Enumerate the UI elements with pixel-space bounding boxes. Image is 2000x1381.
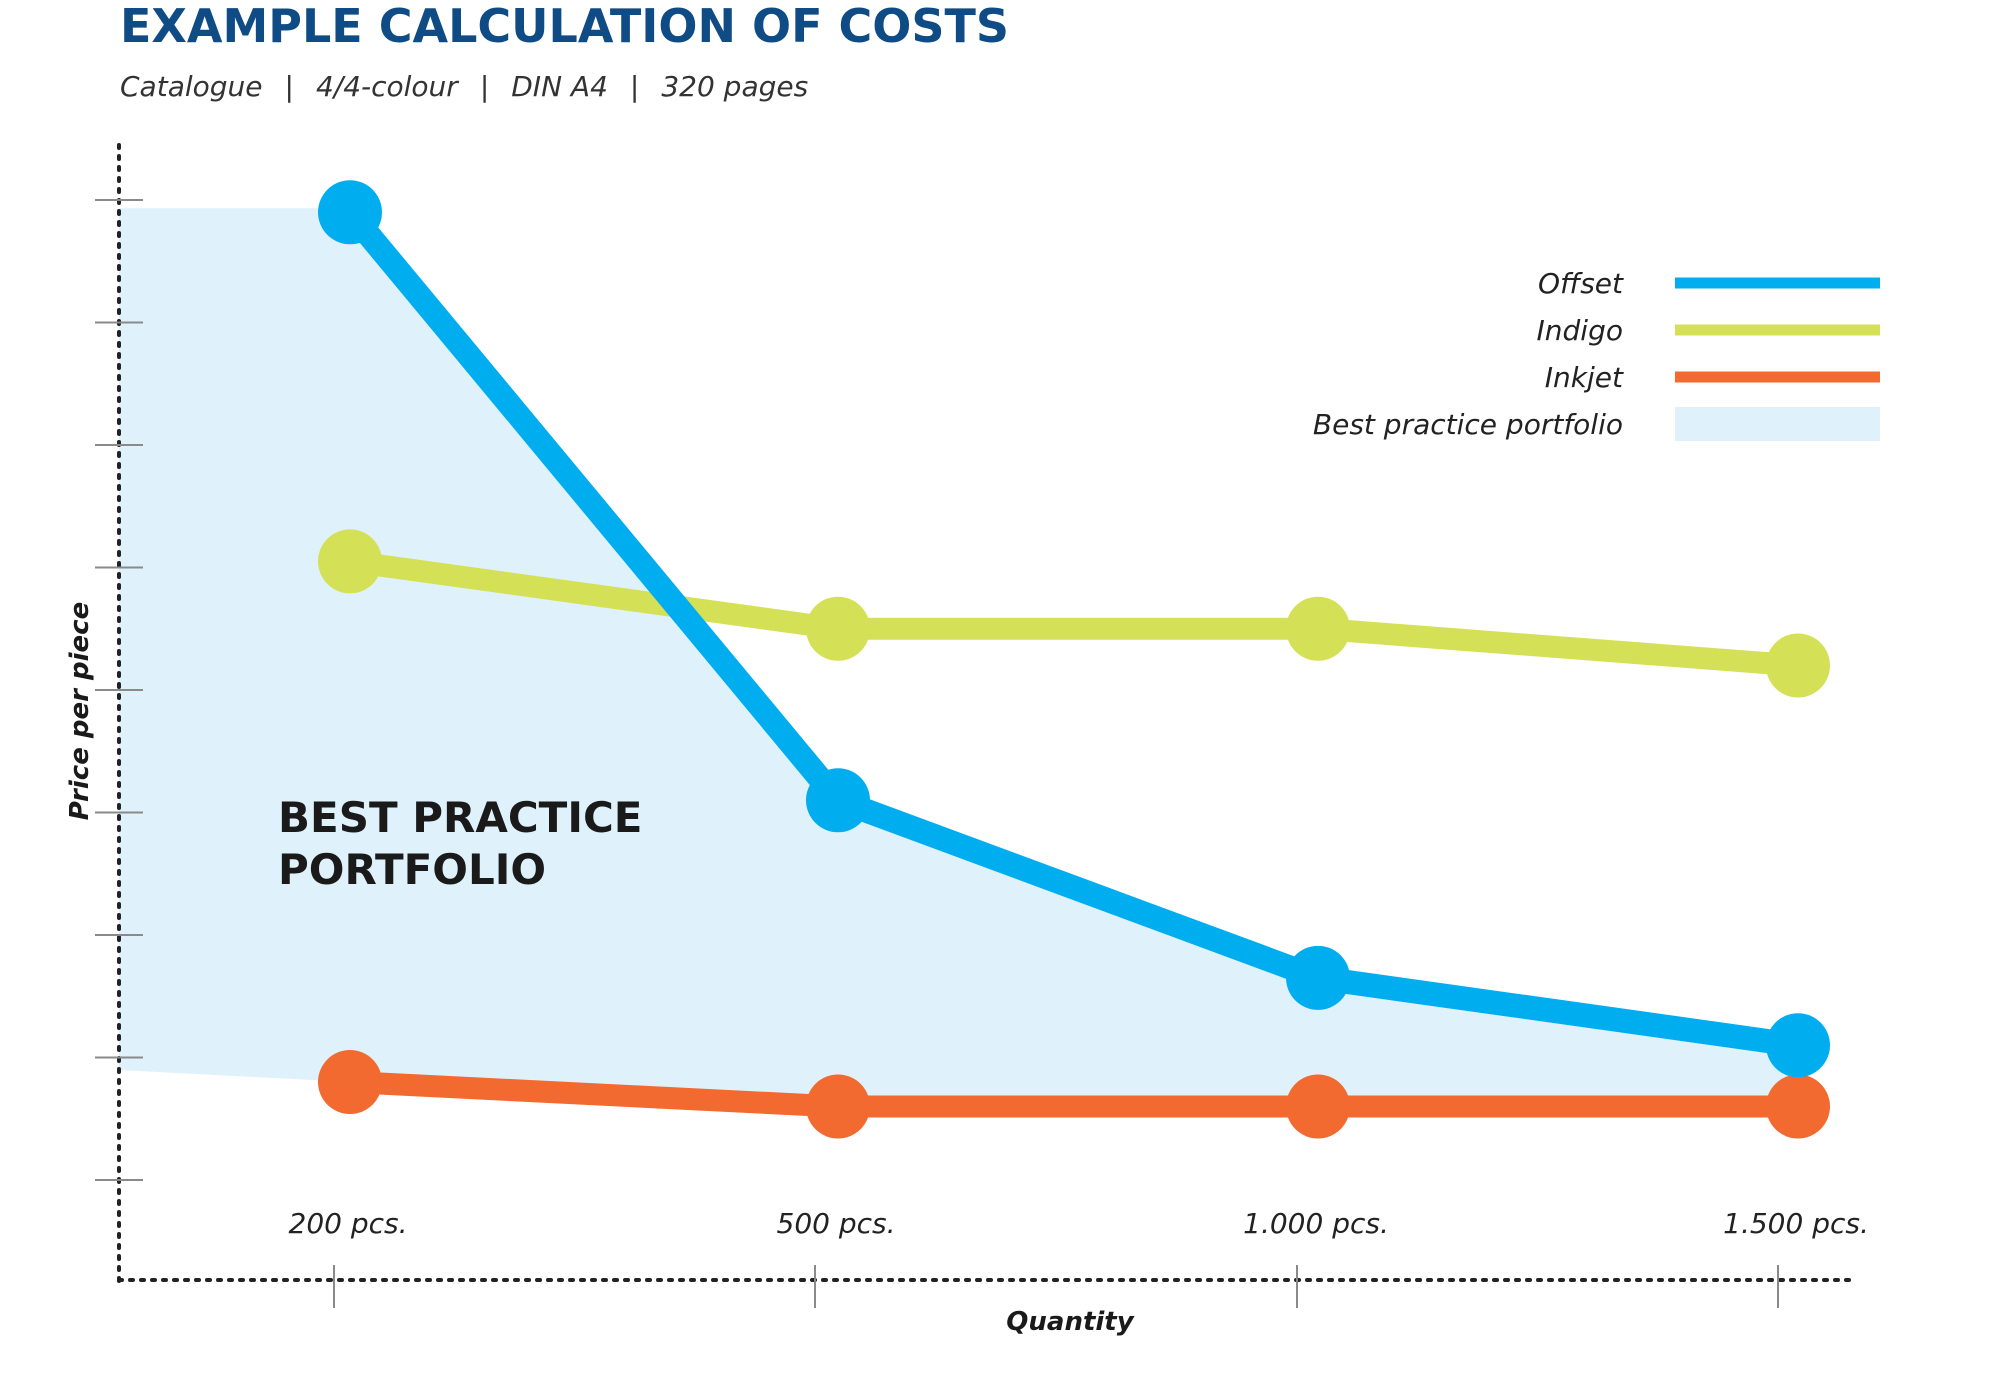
subtitle-part-colour: 4/4-colour [316, 70, 459, 103]
subtitle-separator: | [630, 70, 639, 103]
offset-point [1286, 945, 1350, 1010]
portfolio-area-label: BEST PRACTICE PORTFOLIO [278, 793, 657, 894]
inkjet-point [1766, 1074, 1830, 1139]
subtitle-part-type: Catalogue [120, 70, 263, 103]
indigo-point [318, 529, 382, 594]
x-axis-tick-labels: 200 pcs. 500 pcs. 1.000 pcs. 1.500 pcs. [289, 1207, 1869, 1240]
chart-subtitle: Catalogue | 4/4-colour | DIN A4 | 320 pages [120, 70, 808, 103]
subtitle-separator: | [285, 70, 294, 103]
y-axis-ticks [95, 199, 143, 1181]
series-layer [318, 180, 1830, 1139]
x-axis-ticks [333, 1265, 1779, 1308]
offset-point [1766, 1013, 1830, 1078]
legend-label: Inkjet [1545, 361, 1624, 394]
y-axis-label: Price per piece [65, 602, 95, 820]
inkjet-point [1286, 1074, 1350, 1139]
indigo-point [1286, 596, 1350, 661]
x-tick-label: 1.500 pcs. [1723, 1207, 1869, 1240]
x-tick-label: 1.000 pcs. [1243, 1207, 1389, 1240]
portfolio-area-label-line-2: PORTFOLIO [278, 845, 546, 894]
indigo-point [806, 596, 870, 661]
series-inkjet [318, 1050, 1830, 1139]
offset-point [318, 180, 382, 245]
indigo-point [1766, 633, 1830, 698]
legend-swatch [1675, 407, 1880, 441]
subtitle-separator: | [480, 70, 489, 103]
subtitle-part-pages: 320 pages [661, 70, 808, 103]
inkjet-line [339, 1071, 1809, 1118]
chart-title: EXAMPLE CALCULATION OF COSTS [120, 0, 1009, 53]
legend-label: Best practice portfolio [1313, 408, 1623, 441]
best-practice-portfolio-area [119, 208, 1798, 1107]
offset-line [338, 200, 1810, 1058]
inkjet-point [806, 1074, 870, 1139]
series-indigo [318, 529, 1830, 698]
offset-point [806, 768, 870, 833]
portfolio-area-label-line-1: BEST PRACTICE [278, 793, 642, 842]
x-axis-label: Quantity [1006, 1307, 1134, 1337]
x-tick-label: 200 pcs. [289, 1207, 408, 1240]
legend: Offset Indigo Inkjet Best practice portfoli… [1313, 267, 1880, 441]
indigo-line [339, 550, 1809, 677]
legend-label: Indigo [1537, 314, 1623, 347]
x-tick-label: 500 pcs. [777, 1207, 896, 1240]
subtitle-part-format: DIN A4 [511, 70, 608, 103]
legend-label: Offset [1538, 267, 1624, 300]
inkjet-point [318, 1050, 382, 1114]
series-offset [318, 180, 1830, 1078]
